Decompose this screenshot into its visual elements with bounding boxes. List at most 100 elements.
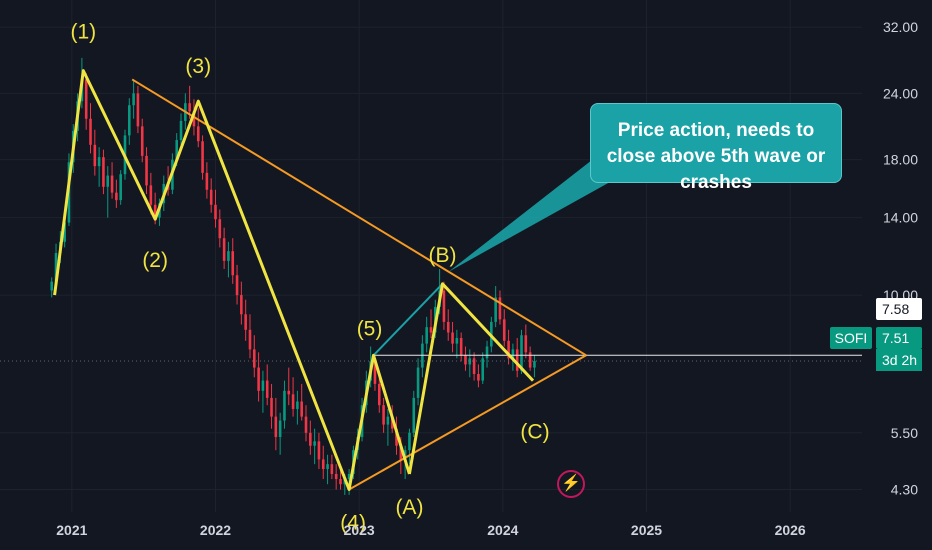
candle-body — [408, 432, 411, 451]
candle-body — [50, 281, 54, 291]
candle-body — [149, 185, 153, 205]
candle-body — [326, 464, 329, 470]
candle-body — [382, 405, 385, 425]
candle-body — [257, 367, 260, 391]
candle-body — [468, 358, 472, 365]
candle-body — [296, 401, 299, 409]
candle-body — [451, 332, 454, 344]
candle-body — [390, 416, 394, 429]
candle-body — [222, 238, 226, 261]
candle-body — [214, 204, 217, 220]
candle-body — [459, 338, 463, 356]
candle-body — [304, 416, 308, 433]
candle-body — [205, 172, 209, 190]
candle-body — [97, 157, 101, 167]
candle-body — [265, 380, 269, 398]
candle-body — [110, 175, 114, 193]
x-tick-label: 2025 — [631, 522, 662, 538]
candle-body — [196, 126, 200, 142]
candle-body — [283, 390, 286, 421]
candle-body — [515, 349, 519, 371]
candle-body — [494, 297, 497, 322]
candle-body — [84, 79, 88, 119]
candle-body — [442, 290, 446, 322]
candle-body — [54, 253, 58, 282]
candle-body — [528, 352, 532, 368]
candle-body — [317, 441, 321, 460]
x-tick-label: 2023 — [344, 522, 375, 538]
candle-body — [412, 397, 416, 433]
candle-body — [201, 141, 204, 173]
candle-body — [524, 335, 528, 353]
candle-body — [240, 295, 243, 315]
candle-body — [464, 355, 467, 365]
x-tick-label: 2024 — [487, 522, 518, 538]
candles — [50, 57, 536, 495]
wave-label: (5) — [357, 317, 383, 340]
countdown-value: 3d 2h — [882, 352, 918, 368]
y-tick-label: 5.50 — [891, 425, 918, 441]
candle-body — [153, 204, 157, 218]
wave-label: (1) — [70, 21, 96, 44]
y-tick-label: 18.00 — [883, 152, 918, 168]
wave-label: (A) — [395, 496, 423, 519]
symbol-tag[interactable]: SOFI — [830, 327, 872, 349]
candle-body — [278, 420, 282, 438]
candle-body — [227, 251, 230, 261]
x-tick-label: 2026 — [775, 522, 806, 538]
wave-label: (B) — [428, 244, 456, 267]
candle-body — [498, 297, 502, 320]
candle-body — [321, 459, 325, 470]
candle-body — [395, 428, 398, 446]
candle-body — [252, 349, 256, 368]
candle-body — [507, 340, 510, 359]
candle-body — [231, 251, 235, 276]
candle-body — [179, 120, 183, 141]
candle-body — [477, 373, 480, 381]
candle-body — [287, 390, 291, 395]
candle-body — [386, 416, 390, 425]
candle-body — [291, 394, 295, 409]
wave-path-corrective — [407, 282, 535, 475]
candle-body — [140, 126, 144, 156]
symbol-value: SOFI — [834, 330, 868, 346]
candle-body — [455, 338, 459, 344]
prev-price-value: 7.58 — [882, 301, 910, 317]
candle-body — [132, 93, 135, 106]
x-tick-label: 2021 — [56, 522, 87, 538]
candle-body — [119, 174, 122, 201]
candle-body — [209, 189, 213, 205]
candle-body — [188, 103, 191, 112]
candle-body — [192, 111, 196, 127]
wave-label: (3) — [185, 55, 211, 78]
wave-labels: (1) (2) (3) (4) (5) (A) (B) (C) — [70, 21, 549, 535]
candle-body — [520, 335, 523, 371]
candle-body — [481, 358, 485, 381]
candle-body — [416, 367, 420, 398]
candle-body — [175, 140, 179, 160]
candle-body — [93, 144, 97, 167]
candle-body — [330, 464, 334, 474]
candle-body — [485, 346, 489, 359]
candle-body — [248, 329, 252, 350]
candle-body — [274, 416, 278, 438]
candle-body — [373, 361, 377, 384]
candle-body — [115, 192, 118, 201]
candle-body — [63, 222, 66, 242]
candle-body — [347, 473, 351, 480]
lightning-bolt-icon[interactable]: ⚡ — [557, 470, 585, 498]
candle-body — [235, 275, 239, 296]
y-tick-label: 24.00 — [883, 85, 918, 101]
candle-body — [511, 349, 515, 359]
candle-body — [89, 118, 92, 145]
candle-body — [533, 361, 536, 368]
x-tick-label: 2022 — [200, 522, 231, 538]
annotation-text: Price action, needs to close above 5th w… — [606, 120, 826, 193]
annotation-callout: Price action, needs to close above 5th w… — [590, 103, 842, 193]
candle-body — [399, 445, 403, 460]
countdown-tag: 3d 2h — [876, 349, 922, 371]
trendline-fifth-wave — [372, 283, 444, 356]
y-tick-label: 32.00 — [883, 19, 918, 35]
candle-body — [425, 327, 428, 344]
